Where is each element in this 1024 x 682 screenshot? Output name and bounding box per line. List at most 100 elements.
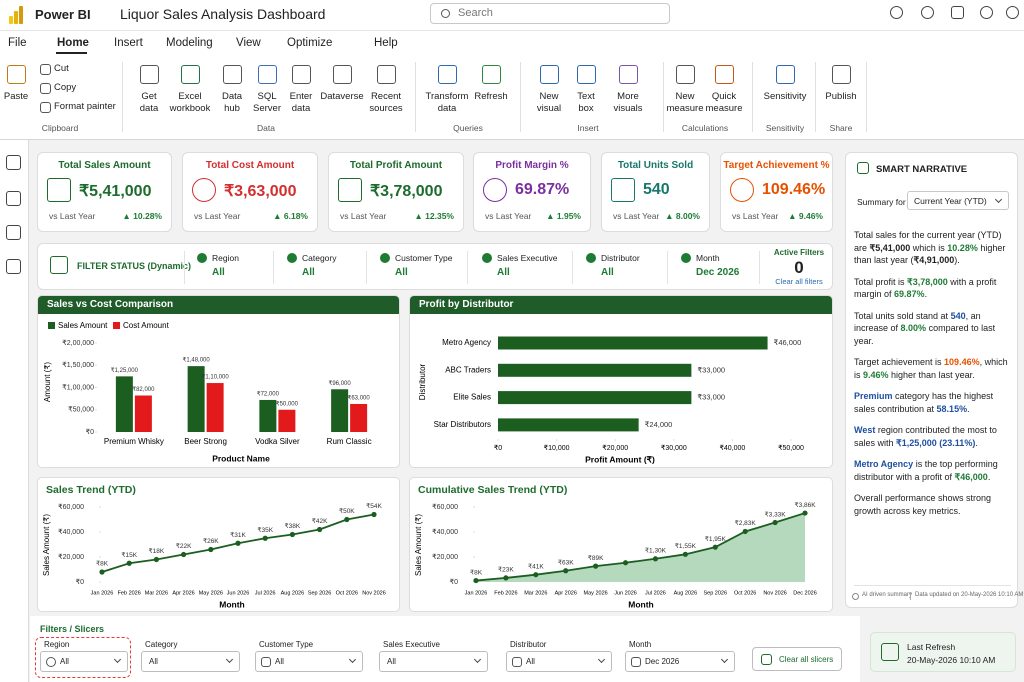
check-icon [197,253,207,263]
narrative-text: . [967,403,970,414]
icon[interactable] [1006,6,1019,19]
ribbon-button[interactable]: Refresh [474,91,508,102]
slicer-value: All [387,657,396,666]
kpi-change: ▲ 6.18% [273,211,308,221]
narrative-highlight: 109.46% [944,357,980,367]
slicer-label: Sales Executive [383,640,440,649]
icon [761,654,772,665]
icon [46,657,56,667]
icon[interactable] [980,6,993,19]
narrative-highlight: 69.87% [894,289,925,299]
icon [7,65,26,84]
slicer-label: Month [629,640,652,649]
ribbon-button[interactable]: More visuals [613,91,643,114]
ribbon-button[interactable]: Quick measure [705,91,743,114]
icon[interactable] [921,6,934,19]
chart-title: Sales Trend (YTD) [46,484,136,496]
ribbon-button[interactable]: New visual [536,91,562,114]
sidebar-border [28,140,29,682]
slicer-dropdown[interactable]: All [40,651,128,672]
ribbon-separator [866,62,867,132]
last-refresh-box: Last Refresh 20-May-2026 10:10 AM [870,632,1016,672]
narrative-paragraph: Overall performance shows strong growth … [854,492,1012,517]
menu-item[interactable]: View [236,37,261,49]
ribbon-small-button[interactable]: Copy [54,82,77,93]
icon[interactable] [6,191,21,206]
ribbon-button[interactable]: Transform data [425,91,469,114]
slicer-dropdown[interactable]: All [379,651,488,672]
ribbon-button[interactable]: Dataverse [320,91,364,102]
ribbon-group-label: Share [829,123,853,133]
icon [223,65,242,84]
ribbon-button[interactable]: Paste [3,91,29,102]
ribbon-button[interactable]: Get data [139,91,159,114]
icon[interactable] [890,6,903,19]
check-icon [681,253,691,263]
ribbon-button[interactable]: New measure [666,91,704,114]
slicer-dropdown[interactable]: Dec 2026 [625,651,735,672]
chevron [348,655,357,664]
chevron [473,655,482,664]
ribbon-button[interactable]: Publish [825,91,857,102]
narrative-footer: Data updated on 20-May-2026 10:10 AM [915,592,1024,598]
ribbon-small-button[interactable]: Cut [54,63,69,74]
chart-panel: Cumulative Sales Trend (YTD) [409,477,833,612]
menu-item[interactable]: Modeling [166,37,213,49]
narrative-body: Total sales for the current year (YTD) a… [854,229,1012,569]
menu-item[interactable]: File [8,37,27,49]
kpi-title: Total Cost Amount [205,160,295,171]
slicer-dropdown[interactable]: All [255,651,363,672]
ribbon-separator [752,62,753,132]
icon [482,65,501,84]
clear-filters-link[interactable]: Clear all filters [775,277,823,286]
kpi-compare: vs Last Year [613,211,660,221]
icon[interactable] [951,6,964,19]
icon [857,162,869,174]
icon [338,178,362,202]
chevron [994,195,1003,204]
narrative-text: is the top performing distributor with a… [854,459,998,482]
filter-value: All [601,267,614,278]
ribbon-button[interactable]: Text box [577,91,595,114]
ribbon-button[interactable]: SQL Server [253,91,281,114]
icon[interactable] [6,259,21,274]
clear-slicers-label: Clear all slicers [779,655,834,664]
icon [852,593,859,600]
search-box[interactable]: Search [430,3,670,24]
footer-separator [910,592,911,600]
icon [261,657,271,667]
icon [377,65,396,84]
ribbon-button[interactable]: Excel workbook [169,91,211,114]
slicer-dropdown[interactable]: All [141,651,240,672]
narrative-text: region contributed the most to sales wit… [854,425,997,448]
ribbon-button[interactable]: Sensitivity [763,91,807,102]
menu-item[interactable]: Insert [114,37,143,49]
clear-slicers-button[interactable]: Clear all slicers [752,647,842,671]
menu-item[interactable]: Optimize [287,37,333,49]
icon [577,65,596,84]
menu-item[interactable]: Help [374,37,398,49]
ribbon-group-label: Calculations [681,123,729,133]
filter-value: All [497,267,510,278]
kpi-value: 69.87% [515,181,570,198]
icon [192,178,216,202]
icon [292,65,311,84]
slicer-dropdown[interactable]: All [506,651,612,672]
icon [631,657,641,667]
menu-item[interactable]: Home [57,37,89,49]
active-filters-label: Active Filters [773,248,825,257]
chart-title: Cumulative Sales Trend (YTD) [418,484,568,496]
ribbon-small-button[interactable]: Format painter [54,101,116,112]
slicer-value: All [149,657,158,666]
narrative-highlight: Premium [854,391,893,401]
ribbon-button[interactable]: Recent sources [369,91,403,114]
chart-title: Sales vs Cost Comparison [47,299,174,310]
filter-separator [759,251,760,284]
summary-dropdown[interactable]: Current Year (YTD) [907,191,1009,210]
icon[interactable] [6,225,21,240]
narrative-text: Overall performance shows strong growth … [854,493,992,516]
ribbon-button[interactable]: Enter data [289,91,313,114]
icon [40,83,51,94]
icon[interactable] [6,155,21,170]
ribbon-button[interactable]: Data hub [221,91,243,114]
